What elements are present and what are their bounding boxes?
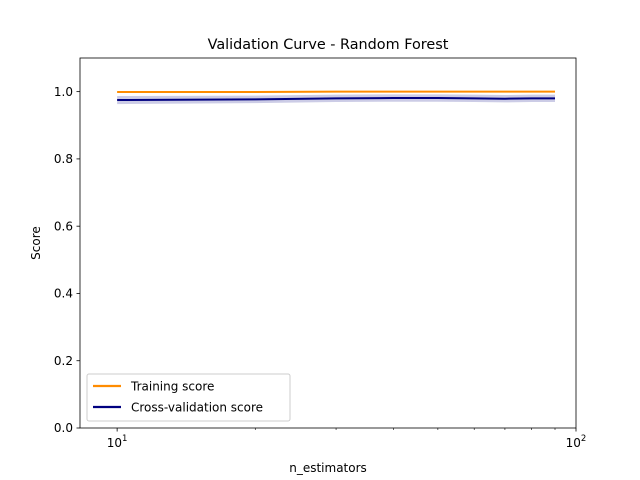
y-tick-label: 0.8 <box>54 152 73 166</box>
plot-frame <box>79 57 577 429</box>
legend-label-training: Training score <box>130 380 214 394</box>
y-tick-label: 1.0 <box>54 85 73 99</box>
legend: Training score Cross-validation score <box>86 373 291 422</box>
y-tick-label: 0.6 <box>54 219 73 233</box>
y-axis: 0.0 0.2 0.4 0.6 0.8 1.0 <box>54 85 80 435</box>
y-tick-label: 0.2 <box>54 354 73 368</box>
x-tick-label: 101 <box>107 434 128 450</box>
y-axis-label: Score <box>29 226 43 260</box>
x-axis-label: n_estimators <box>289 461 367 475</box>
legend-label-cross-validation: Cross-validation score <box>131 401 263 415</box>
line-cross-validation <box>117 97 555 102</box>
y-tick-label: 0.0 <box>54 421 73 435</box>
x-axis: 101 102 <box>107 428 587 450</box>
x-tick-label: 102 <box>566 434 587 450</box>
y-tick-label: 0.4 <box>54 287 73 301</box>
legend-box <box>86 373 291 422</box>
series-lines <box>117 90 555 102</box>
chart-title: Validation Curve - Random Forest <box>208 37 449 53</box>
